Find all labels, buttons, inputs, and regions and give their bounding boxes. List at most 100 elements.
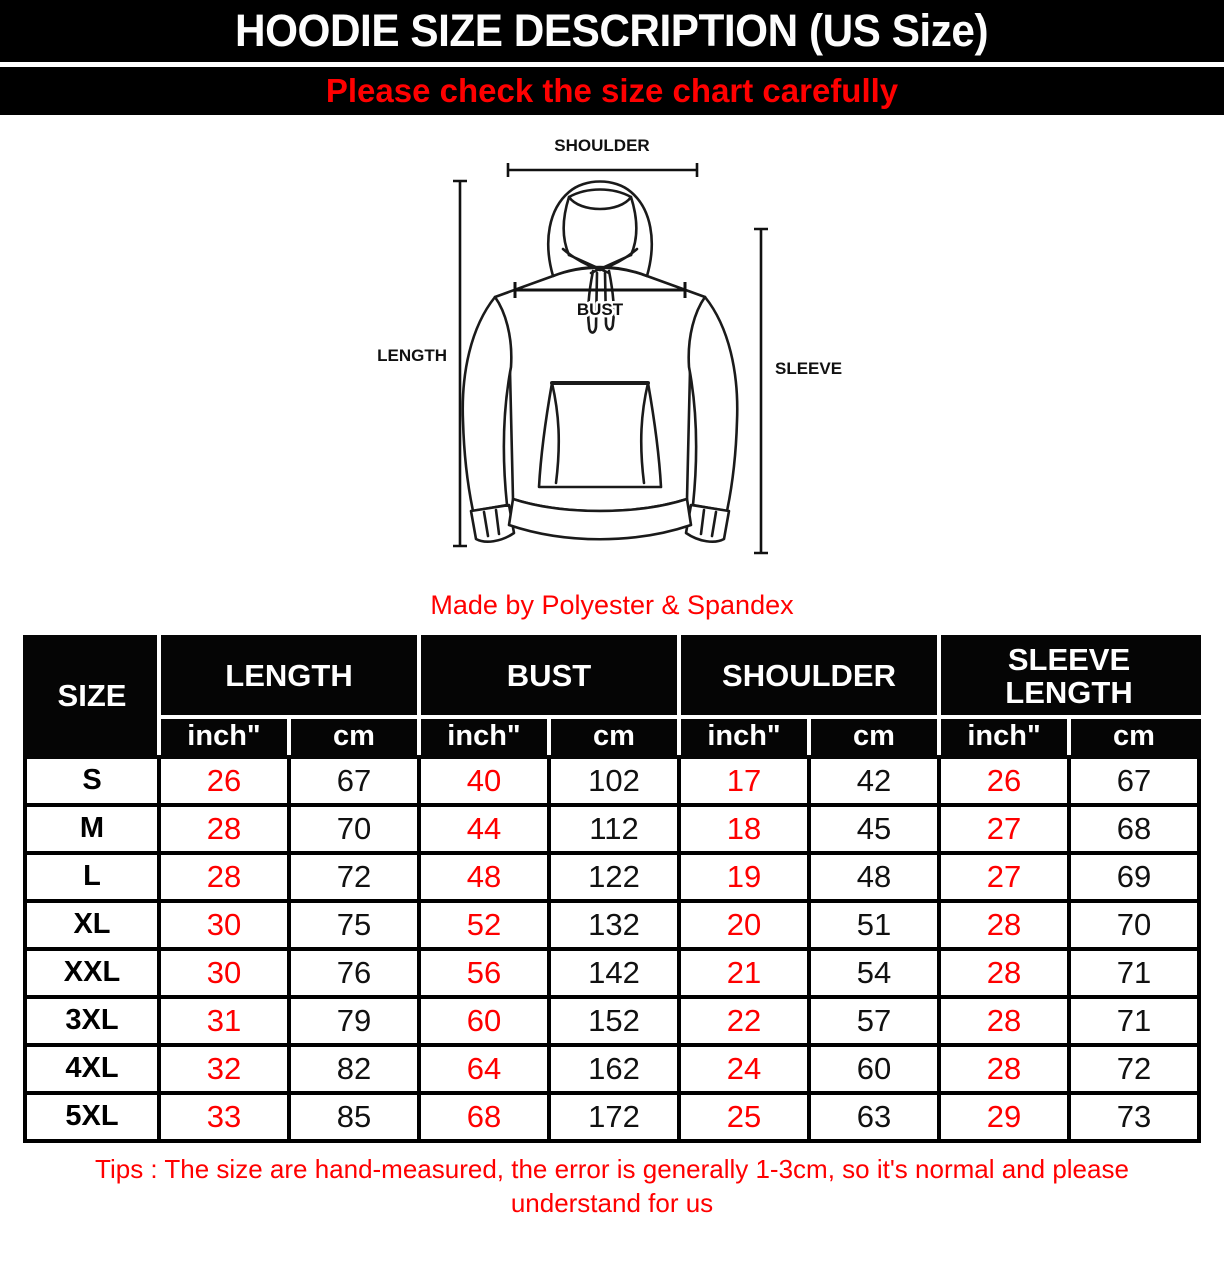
bust-measure-line <box>513 282 687 298</box>
col-group-bust-label: BUST <box>506 658 592 694</box>
value-cell: 64 <box>416 1042 551 1095</box>
value-cell: 72 <box>1067 1042 1202 1095</box>
unit-header-shoulder-cm: cm <box>806 714 942 759</box>
value-cell: 45 <box>806 802 942 855</box>
value-cell: 112 <box>546 802 682 855</box>
value-cell: 132 <box>546 898 682 951</box>
value-cell: 18 <box>677 802 811 855</box>
value-cell: 17 <box>677 754 811 807</box>
value-cell: 33 <box>156 1090 291 1143</box>
value-cell: 27 <box>937 802 1072 855</box>
size-cell: S <box>22 754 161 807</box>
value-cell: 79 <box>286 994 421 1047</box>
shoulder-label: SHOULDER <box>554 136 649 155</box>
value-cell: 52 <box>416 898 551 951</box>
value-cell: 82 <box>286 1042 421 1095</box>
value-cell: 27 <box>937 850 1072 903</box>
hoodie-right-cuff <box>684 503 731 543</box>
table-row: L 28 72 48 122 19 48 27 69 <box>22 850 1202 903</box>
hoodie-hem-band <box>507 497 693 541</box>
shoulder-measure-line <box>506 163 699 177</box>
size-cell: 5XL <box>22 1090 161 1143</box>
hoodie-pocket <box>537 381 663 489</box>
value-cell: 26 <box>937 754 1072 807</box>
value-cell: 70 <box>286 802 421 855</box>
page-title: HOODIE SIZE DESCRIPTION (US Size) <box>235 5 989 56</box>
unit-header-shoulder-inch: inch" <box>677 714 811 759</box>
value-cell: 72 <box>286 850 421 903</box>
unit-header-bust-inch: inch" <box>416 714 551 759</box>
hoodie-drawing: SHOULDER LENGTH BUST SLEEVE <box>375 134 845 555</box>
hood-collar-folds <box>561 247 639 275</box>
hood-inner-rim <box>562 188 638 257</box>
value-cell: 172 <box>546 1090 682 1143</box>
value-cell: 32 <box>156 1042 291 1095</box>
length-measure-line <box>453 179 467 548</box>
col-group-sleeve-length-label: SLEEVE LENGTH <box>1005 642 1133 710</box>
value-cell: 28 <box>937 1042 1072 1095</box>
value-cell: 63 <box>806 1090 942 1143</box>
col-group-bust: BUST <box>416 634 682 719</box>
bust-label: BUST <box>577 300 624 319</box>
value-cell: 75 <box>286 898 421 951</box>
size-chart-table: SIZE LENGTH BUST SHOULDER SLEEVE LENGTH … <box>22 634 1202 1143</box>
value-cell: 29 <box>937 1090 1072 1143</box>
value-cell: 48 <box>806 850 942 903</box>
value-cell: 60 <box>416 994 551 1047</box>
title-bar: HOODIE SIZE DESCRIPTION (US Size) <box>0 0 1224 62</box>
value-cell: 51 <box>806 898 942 951</box>
value-cell: 70 <box>1067 898 1202 951</box>
header-group-row: SIZE LENGTH BUST SHOULDER SLEEVE LENGTH <box>22 634 1202 759</box>
table-row: 3XL 31 79 60 152 22 57 28 71 <box>22 994 1202 1047</box>
notice-bar: Please check the size chart carefully <box>0 67 1224 115</box>
value-cell: 71 <box>1067 994 1202 1047</box>
header-units-row: inch" cm inch" cm inch" cm inch" cm <box>25 714 1202 759</box>
table-row: 5XL 33 85 68 172 25 63 29 73 <box>22 1090 1202 1143</box>
hoodie-left-cuff <box>469 503 516 543</box>
value-cell: 60 <box>806 1042 942 1095</box>
table-body: S 26 67 40 102 17 42 26 67 M 28 70 44 11… <box>22 754 1202 1143</box>
value-cell: 68 <box>416 1090 551 1143</box>
table-row: 4XL 32 82 64 162 24 60 28 72 <box>22 1042 1202 1095</box>
table-row: XL 30 75 52 132 20 51 28 70 <box>22 898 1202 951</box>
value-cell: 54 <box>806 946 942 999</box>
value-cell: 142 <box>546 946 682 999</box>
value-cell: 67 <box>286 754 421 807</box>
unit-header-length-inch: inch" <box>156 714 291 759</box>
size-cell: XXL <box>22 946 161 999</box>
value-cell: 22 <box>677 994 811 1047</box>
unit-header-sleeve-cm: cm <box>1067 714 1202 759</box>
value-cell: 76 <box>286 946 421 999</box>
value-cell: 42 <box>806 754 942 807</box>
value-cell: 122 <box>546 850 682 903</box>
value-cell: 30 <box>156 946 291 999</box>
unit-header-length-cm: cm <box>286 714 421 759</box>
value-cell: 56 <box>416 946 551 999</box>
sleeve-label: SLEEVE <box>775 359 842 378</box>
unit-header-sleeve-inch: inch" <box>937 714 1072 759</box>
table-row: M 28 70 44 112 18 45 27 68 <box>22 802 1202 855</box>
unit-header-bust-cm: cm <box>546 714 682 759</box>
tips-line-1: Tips : The size are hand-measured, the e… <box>95 1153 1129 1184</box>
value-cell: 28 <box>937 946 1072 999</box>
value-cell: 20 <box>677 898 811 951</box>
size-cell: XL <box>22 898 161 951</box>
value-cell: 44 <box>416 802 551 855</box>
value-cell: 26 <box>156 754 291 807</box>
value-cell: 68 <box>1067 802 1202 855</box>
value-cell: 28 <box>937 994 1072 1047</box>
value-cell: 71 <box>1067 946 1202 999</box>
col-group-length: LENGTH <box>156 634 421 719</box>
divider <box>0 62 1224 67</box>
size-cell: M <box>22 802 161 855</box>
value-cell: 30 <box>156 898 291 951</box>
hoodie-hood <box>546 180 654 278</box>
tips-line-2: understand for us <box>510 1188 714 1218</box>
value-cell: 85 <box>286 1090 421 1143</box>
size-cell: L <box>22 850 161 903</box>
value-cell: 28 <box>937 898 1072 951</box>
col-group-length-label: LENGTH <box>225 658 353 694</box>
value-cell: 28 <box>156 850 291 903</box>
value-cell: 40 <box>416 754 551 807</box>
sleeve-measure-line <box>754 227 768 555</box>
